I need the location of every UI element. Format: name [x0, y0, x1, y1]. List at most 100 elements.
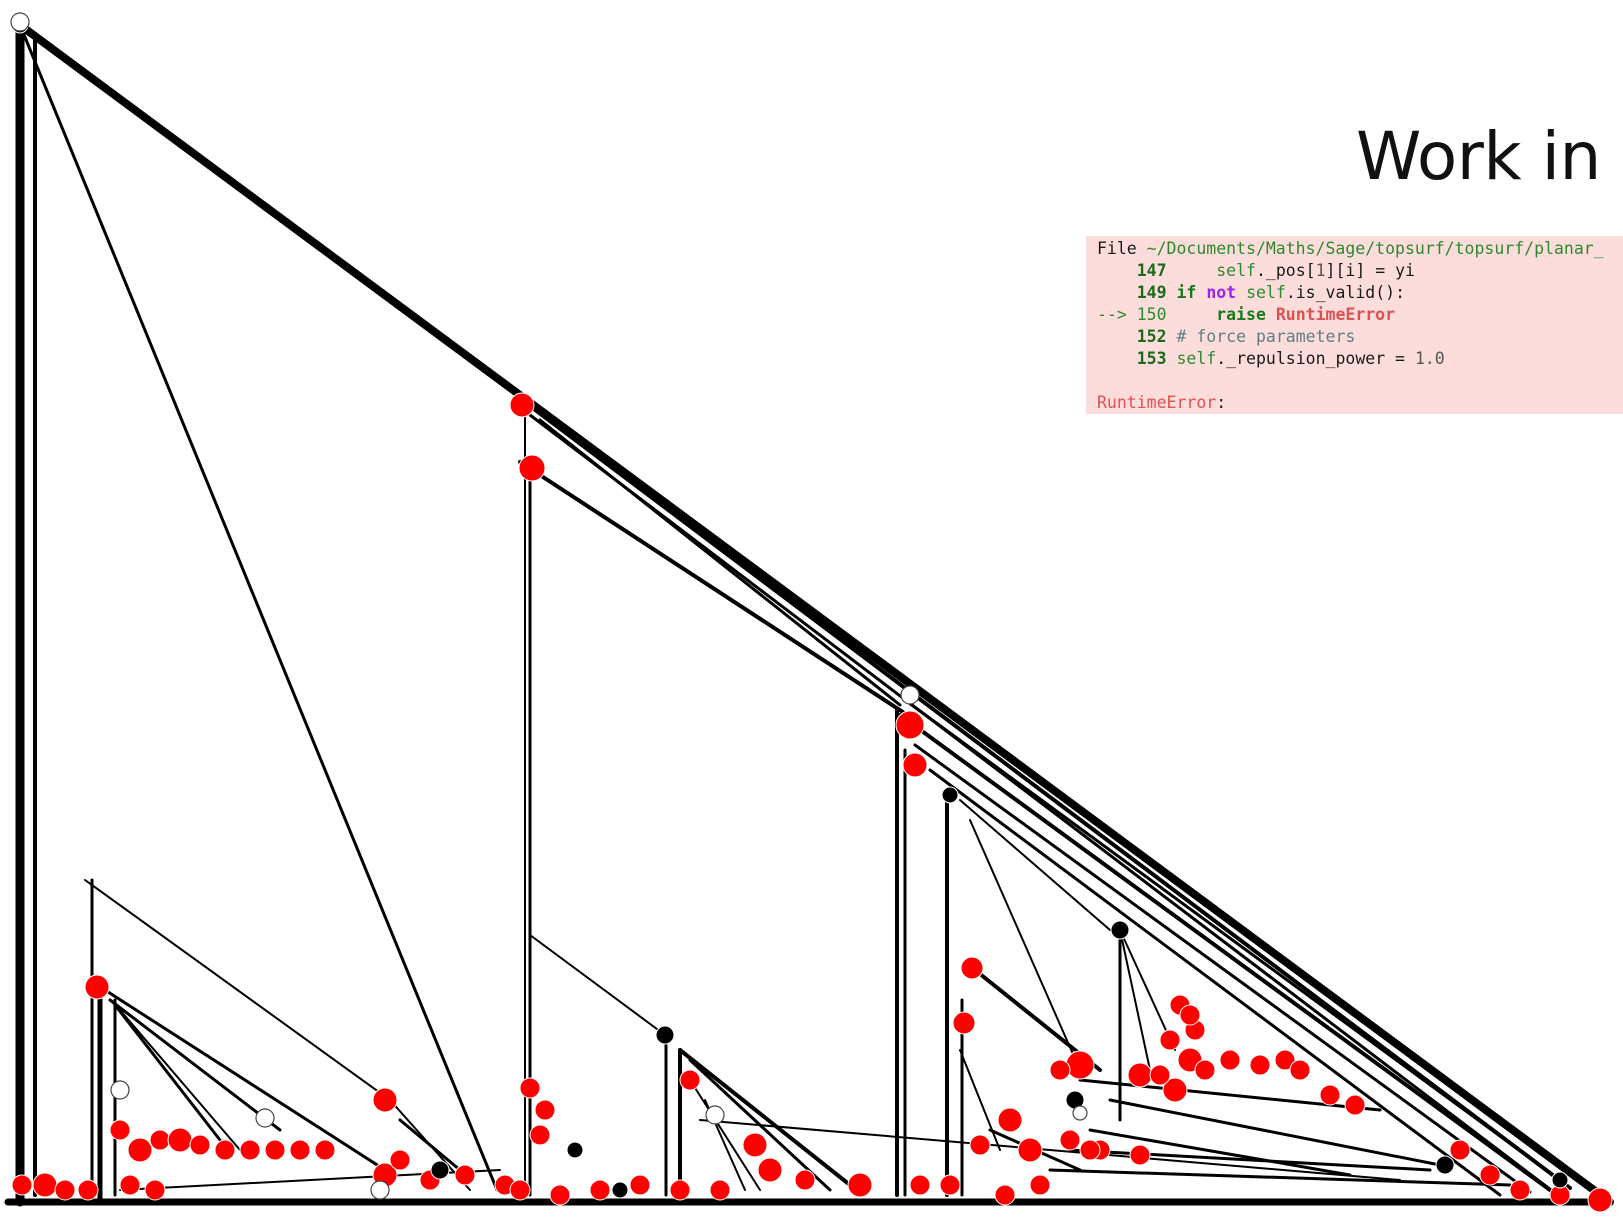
graph-edge — [113, 1003, 222, 1142]
error-suffix: : — [1216, 393, 1227, 412]
graph-vertex — [1159, 1029, 1181, 1051]
graph-vertex — [589, 1179, 611, 1201]
graph-vertex — [1179, 1004, 1201, 1026]
code-token: 1.0 — [1414, 349, 1445, 368]
graph-vertex — [389, 1149, 411, 1171]
graph-vertex — [1587, 1187, 1613, 1213]
graph-vertex — [794, 1169, 816, 1191]
graph-edge — [898, 713, 1552, 1192]
graph-vertex — [566, 1141, 584, 1159]
graph-vertex — [1162, 1077, 1188, 1103]
graph-vertex — [509, 392, 535, 418]
graph-vertex — [119, 1174, 141, 1196]
traceback-code-line: 147 self._pos[1][i] = yi — [1086, 260, 1623, 282]
graph-vertex — [110, 1080, 130, 1100]
graph-edge — [699, 1119, 1401, 1181]
code-token: raise — [1216, 305, 1266, 324]
graph-vertex — [655, 1025, 675, 1045]
traceback-code-lines: 147 self._pos[1][i] = yi 149 if not self… — [1086, 260, 1623, 370]
traceback-file-line: File ~/Documents/Maths/Sage/topsurf/tops… — [1086, 238, 1623, 260]
graph-edge — [84, 879, 391, 1101]
line-number: 147 — [1136, 261, 1167, 280]
traceback-error-line: RuntimeError: — [1086, 392, 1623, 414]
graph-vertex — [941, 786, 959, 804]
code-token: RuntimeError — [1275, 305, 1396, 324]
code-token: if — [1176, 283, 1207, 302]
current-line-arrow — [1097, 327, 1137, 346]
current-line-arrow — [1097, 261, 1137, 280]
error-name: RuntimeError — [1097, 393, 1217, 412]
graph-vertex — [1509, 1179, 1531, 1201]
line-number: 149 — [1136, 283, 1167, 302]
graph-edge — [959, 799, 1111, 931]
traceback-code-line: --> 150 raise RuntimeError — [1086, 304, 1623, 326]
graph-edge — [1088, 1128, 1352, 1177]
graph-vertex — [679, 1069, 701, 1091]
graph-vertex — [1029, 1174, 1051, 1196]
code-token: # force parameters — [1176, 327, 1356, 346]
graph-vertex — [239, 1139, 261, 1161]
line-number: 150 — [1136, 305, 1167, 324]
traceback-code-line: 149 if not self.is_valid(): — [1086, 282, 1623, 304]
graph-edge — [1119, 929, 1151, 1071]
current-line-arrow: --> — [1097, 305, 1137, 324]
code-token — [1236, 283, 1246, 302]
graph-vertex — [969, 1134, 991, 1156]
graph-edges — [4, 20, 1614, 1207]
graph-edge — [689, 1079, 761, 1191]
graph-vertex — [430, 1160, 450, 1180]
graph-edge — [903, 698, 1562, 1182]
graph-edge — [119, 1009, 241, 1151]
graph-vertex — [519, 1077, 541, 1099]
code-token: self — [1176, 349, 1217, 368]
graph-vertex — [997, 1107, 1023, 1133]
graph-vertex — [705, 1105, 725, 1125]
graph-vertex — [1274, 1049, 1296, 1071]
graph-vertex — [909, 1174, 931, 1196]
graph-edge — [959, 1049, 1001, 1151]
graph-vertex — [84, 974, 110, 1000]
code-token: self — [1216, 261, 1256, 280]
graph-vertex — [960, 956, 984, 980]
graph-vertex — [1065, 1050, 1095, 1080]
slide-title: Work in p — [1356, 118, 1623, 195]
graph-vertex — [149, 1129, 171, 1151]
graph-edge — [16, 21, 1614, 1206]
graph-vertex — [1344, 1094, 1366, 1116]
graph-vertex — [1219, 1049, 1241, 1071]
graph-vertex — [1319, 1084, 1341, 1106]
file-prefix: File — [1097, 239, 1147, 258]
graph-vertex — [611, 1181, 629, 1199]
graph-vertex — [757, 1157, 783, 1183]
code-token: ._pos[ — [1255, 261, 1316, 280]
graph-vertex — [1017, 1137, 1043, 1163]
graph-vertex — [1435, 1155, 1455, 1175]
graph-vertex — [1059, 1129, 1081, 1151]
graph-vertex — [454, 1164, 476, 1186]
graph-edge — [1119, 929, 1176, 1051]
graph-vertex — [1110, 920, 1130, 940]
code-token: ._repulsion_power = — [1216, 349, 1415, 368]
graph-vertex — [549, 1184, 571, 1206]
graph-vertex — [264, 1139, 286, 1161]
graph-edge — [18, 23, 499, 1192]
code-token: self — [1246, 283, 1286, 302]
graph-vertex — [1194, 1059, 1216, 1081]
graph-vertex — [109, 1119, 131, 1141]
graph-vertex — [372, 1087, 398, 1113]
graph-edge — [103, 988, 387, 1172]
code-token — [1266, 305, 1276, 324]
graph-vertex — [1149, 1064, 1171, 1086]
graph-edge — [678, 1048, 852, 1187]
graph-vertex — [127, 1137, 153, 1163]
graph-vertex — [994, 1184, 1016, 1206]
graph-vertex — [902, 752, 928, 778]
file-path: ~/Documents/Maths/Sage/topsurf/topsurf/p… — [1146, 239, 1604, 258]
graph-vertex — [1289, 1059, 1311, 1081]
graph-vertex — [952, 1011, 976, 1035]
graph-vertex — [1049, 1059, 1071, 1081]
graph-vertex — [1072, 1105, 1088, 1121]
graph-edge — [529, 934, 666, 1036]
graph-vertex — [529, 1124, 551, 1146]
